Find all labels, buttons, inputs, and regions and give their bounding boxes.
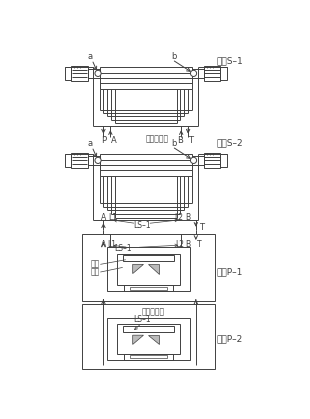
Text: 位置S–1: 位置S–1	[217, 57, 243, 65]
Bar	[124, 354, 173, 360]
Text: A: A	[101, 240, 106, 249]
Text: T: T	[199, 223, 204, 232]
Text: LS–1: LS–1	[114, 244, 131, 253]
Bar	[65, 67, 71, 80]
Bar	[204, 153, 220, 168]
Text: L1: L1	[107, 240, 117, 249]
Bar	[82, 233, 215, 300]
Bar	[192, 69, 204, 78]
Polygon shape	[133, 264, 144, 274]
Text: B: B	[177, 136, 183, 145]
Bar	[204, 66, 220, 81]
Text: T: T	[197, 240, 202, 249]
Text: L2: L2	[175, 213, 184, 222]
Text: 位置S–2: 位置S–2	[217, 138, 243, 147]
Bar	[88, 156, 100, 165]
Bar	[71, 153, 88, 168]
Text: B: B	[186, 240, 191, 249]
Text: b: b	[172, 52, 177, 61]
Text: a: a	[87, 52, 92, 61]
Bar	[220, 154, 227, 166]
Text: 滑阀: 滑阀	[90, 268, 100, 277]
Text: B: B	[186, 213, 191, 222]
Text: 电磁换向阀: 电磁换向阀	[146, 134, 169, 143]
Polygon shape	[133, 335, 144, 344]
Bar	[117, 324, 180, 354]
Bar	[107, 318, 190, 360]
Text: T: T	[188, 136, 193, 145]
Bar	[107, 247, 190, 291]
Text: 鉢头: 鉢头	[90, 260, 100, 269]
Bar	[192, 156, 204, 165]
Circle shape	[95, 70, 101, 76]
Text: a: a	[87, 139, 92, 148]
Text: b: b	[172, 139, 177, 148]
Bar	[65, 154, 71, 166]
Bar	[100, 67, 192, 89]
Polygon shape	[148, 335, 159, 344]
Text: A: A	[111, 136, 116, 145]
Text: L1: L1	[108, 213, 117, 222]
Circle shape	[190, 70, 197, 76]
Bar	[131, 287, 166, 290]
Bar	[124, 285, 173, 291]
Bar	[71, 66, 88, 81]
Bar	[100, 154, 192, 176]
Bar	[220, 67, 227, 80]
Text: LS–1: LS–1	[133, 220, 151, 230]
Bar	[117, 253, 180, 285]
Text: 压力操纵阀: 压力操纵阀	[142, 308, 165, 317]
Circle shape	[190, 157, 197, 163]
Bar	[88, 69, 100, 78]
Bar	[123, 255, 174, 261]
Bar	[82, 304, 215, 369]
Bar	[123, 326, 174, 332]
Text: 位置P–2: 位置P–2	[217, 334, 243, 344]
Text: 位置P–1: 位置P–1	[217, 268, 243, 277]
Text: A: A	[101, 213, 106, 222]
Polygon shape	[148, 264, 159, 274]
Text: P: P	[101, 136, 106, 145]
Text: L2: L2	[175, 240, 184, 249]
Text: LS–1: LS–1	[133, 315, 151, 324]
Circle shape	[95, 157, 101, 163]
Bar	[131, 355, 166, 358]
